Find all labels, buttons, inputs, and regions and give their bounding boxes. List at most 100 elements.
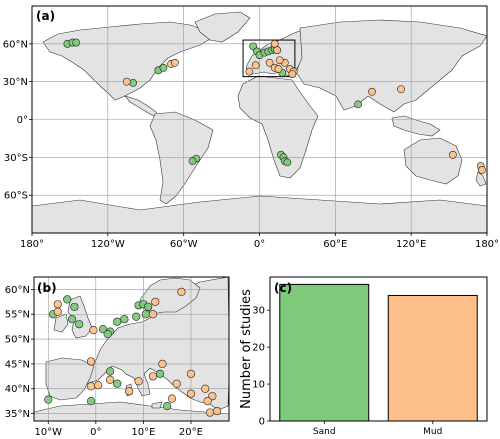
europe-map-sand-site-marker — [75, 320, 84, 329]
world-map-x-tick-label: 120°W — [91, 239, 125, 250]
europe-map-mud-site-marker — [186, 369, 196, 378]
europe-map-sand-site-marker — [155, 369, 165, 378]
south-america-land — [149, 111, 214, 205]
europe-map-mud-site-marker — [158, 359, 167, 368]
europe-map-mud-site-marker — [89, 326, 98, 335]
europe-map-mud-site-marker — [151, 297, 160, 306]
europe-map-mud-site-marker — [134, 377, 143, 386]
europe-map-y-tick-label: 60°N — [5, 285, 30, 296]
world-map-sand-site-marker — [188, 157, 197, 166]
bar-chart-frame — [269, 276, 488, 422]
europe-map-x-tick-label: 10°W — [34, 427, 62, 438]
europe-map-y-tick-label: 45°N — [5, 359, 30, 370]
world-land — [32, 11, 487, 233]
world-map-y-tick-label: 30°N — [3, 77, 28, 88]
europe-map-sand-site-marker — [103, 330, 112, 339]
se-asia-islands-land — [391, 115, 441, 137]
bar-y-tick-label: 30 — [252, 306, 265, 317]
world-map-mud-site-marker — [245, 67, 254, 76]
world-map-x-tick-label: 0° — [254, 239, 265, 250]
world-map-x-tick-label: 60°E — [323, 239, 347, 250]
world-map-mud-site-marker — [397, 85, 405, 94]
europe-map-sand-site-marker — [144, 302, 153, 311]
y-axis-label: Number of studies — [239, 289, 254, 409]
europe-map-mud-site-marker — [203, 397, 212, 406]
sicily-land — [151, 401, 163, 409]
europe-map-x-tick-label: 20°E — [179, 427, 203, 438]
panel-a-label: (a) — [36, 9, 55, 23]
europe-map-y-tick-label: 40°N — [5, 384, 30, 395]
world-map-sand-site-marker — [283, 158, 292, 167]
europe-map-y-tick-label: 50°N — [5, 335, 30, 346]
world-map-mud-site-marker — [448, 150, 457, 159]
europe-map-mud-site-marker — [208, 392, 217, 401]
europe-map-mud-site-marker — [205, 408, 215, 417]
europe-map-mud-site-marker — [53, 307, 62, 316]
world-map-mud-site-marker — [274, 65, 283, 73]
world-map-sand-site-marker — [129, 79, 138, 87]
panel-c-label: (c) — [274, 281, 292, 295]
europe-map-frame — [33, 276, 230, 422]
europe-map-sand-site-marker — [163, 402, 172, 411]
europe-map-sand-site-marker — [67, 315, 77, 324]
europe-map-mud-site-marker — [86, 382, 96, 391]
europe-map-sand-site-marker — [70, 302, 79, 311]
bar-x-tick-label: Sand — [313, 427, 336, 437]
europe-map-mud-site-marker — [172, 379, 181, 388]
europe-map-mud-site-marker — [53, 300, 62, 309]
europe-map-sand-site-marker — [98, 325, 108, 334]
europe-map-mud-site-marker — [86, 357, 96, 366]
asia-land — [295, 19, 487, 113]
bar-y-tick-label: 0 — [259, 417, 265, 428]
bar-chart-panel: Sand Mud 0 10 20 30 Number of studies (c) — [239, 276, 488, 437]
europe-map-sand-site-marker — [63, 295, 72, 304]
world-map-mud-site-marker — [122, 77, 131, 86]
europe-map-mud-site-marker — [94, 381, 103, 390]
europe-map-sand-site-marker — [105, 367, 115, 376]
australia-land — [403, 137, 463, 185]
europe-map-sand-site-marker — [132, 312, 141, 321]
world-map-mud-site-marker — [368, 87, 376, 96]
bar-chart-bars — [279, 283, 478, 422]
greenland-land — [194, 11, 251, 43]
world-map-y-tick-label: 60°S — [4, 191, 28, 202]
world-map-mud-site-marker — [478, 166, 486, 174]
world-map-y-tick-label: 30°S — [4, 153, 28, 164]
europe-map-sand-site-marker — [86, 397, 96, 406]
europe-map-mud-site-marker — [148, 372, 158, 381]
bar-sand — [279, 283, 370, 422]
europe-map-mud-site-marker — [125, 387, 134, 396]
europe-map-sand-site-marker — [120, 315, 129, 324]
europe-map-sand-site-marker — [44, 395, 53, 404]
europe-map-panel: 10°W 0° 10°E 20°E 60°N 55°N 50°N 45°N 40°N 35°N (… — [5, 276, 230, 438]
bar-y-tick-label: 10 — [252, 380, 265, 391]
world-map-sand-site-marker — [354, 100, 362, 109]
europe-map-y-tick-label: 35°N — [5, 409, 30, 420]
europe-map-mud-site-marker — [201, 384, 210, 393]
europe-map-ticks: 10°W 0° 10°E 20°E 60°N 55°N 50°N 45°N 40°N 35°N — [5, 285, 203, 438]
europe-map-sand-site-marker — [113, 379, 122, 388]
world-map-x-tick-label: 120°E — [396, 239, 426, 250]
world-map-mud-site-marker — [270, 39, 279, 48]
europe-map-mud-site-marker — [148, 310, 158, 319]
new-zealand-land — [475, 171, 487, 187]
europe-map-sand-site-marker — [113, 317, 122, 326]
inset-region-box — [242, 39, 296, 78]
world-map-y-tick-label: 0° — [17, 115, 28, 126]
world-map-panel: 180° 120°W 60°W 0° 60°E 120°E 180° 60°N 30°N 0° 30… — [3, 5, 499, 250]
bar-y-tick-label: 20 — [252, 343, 265, 354]
bar-chart-ticks: Sand Mud 0 10 20 30 — [252, 306, 442, 437]
iberia-land — [45, 357, 95, 401]
africa-land — [237, 75, 319, 179]
europe-map-mud-site-marker — [186, 389, 196, 398]
europe-map-sand-site-marker — [141, 310, 150, 319]
world-map-mud-site-marker — [251, 61, 260, 70]
world-map-mud-site-marker — [288, 70, 297, 78]
world-map-x-tick-label: 180° — [20, 239, 44, 250]
world-map-ticks: 180° 120°W 60°W 0° 60°E 120°E 180° 60°N 30°N 0° 30… — [3, 39, 499, 250]
panel-b-label: (b) — [37, 281, 57, 295]
world-map-mud-site-marker — [170, 58, 179, 67]
europe-map-mud-site-marker — [167, 394, 177, 403]
europe-map-sites — [44, 287, 222, 417]
